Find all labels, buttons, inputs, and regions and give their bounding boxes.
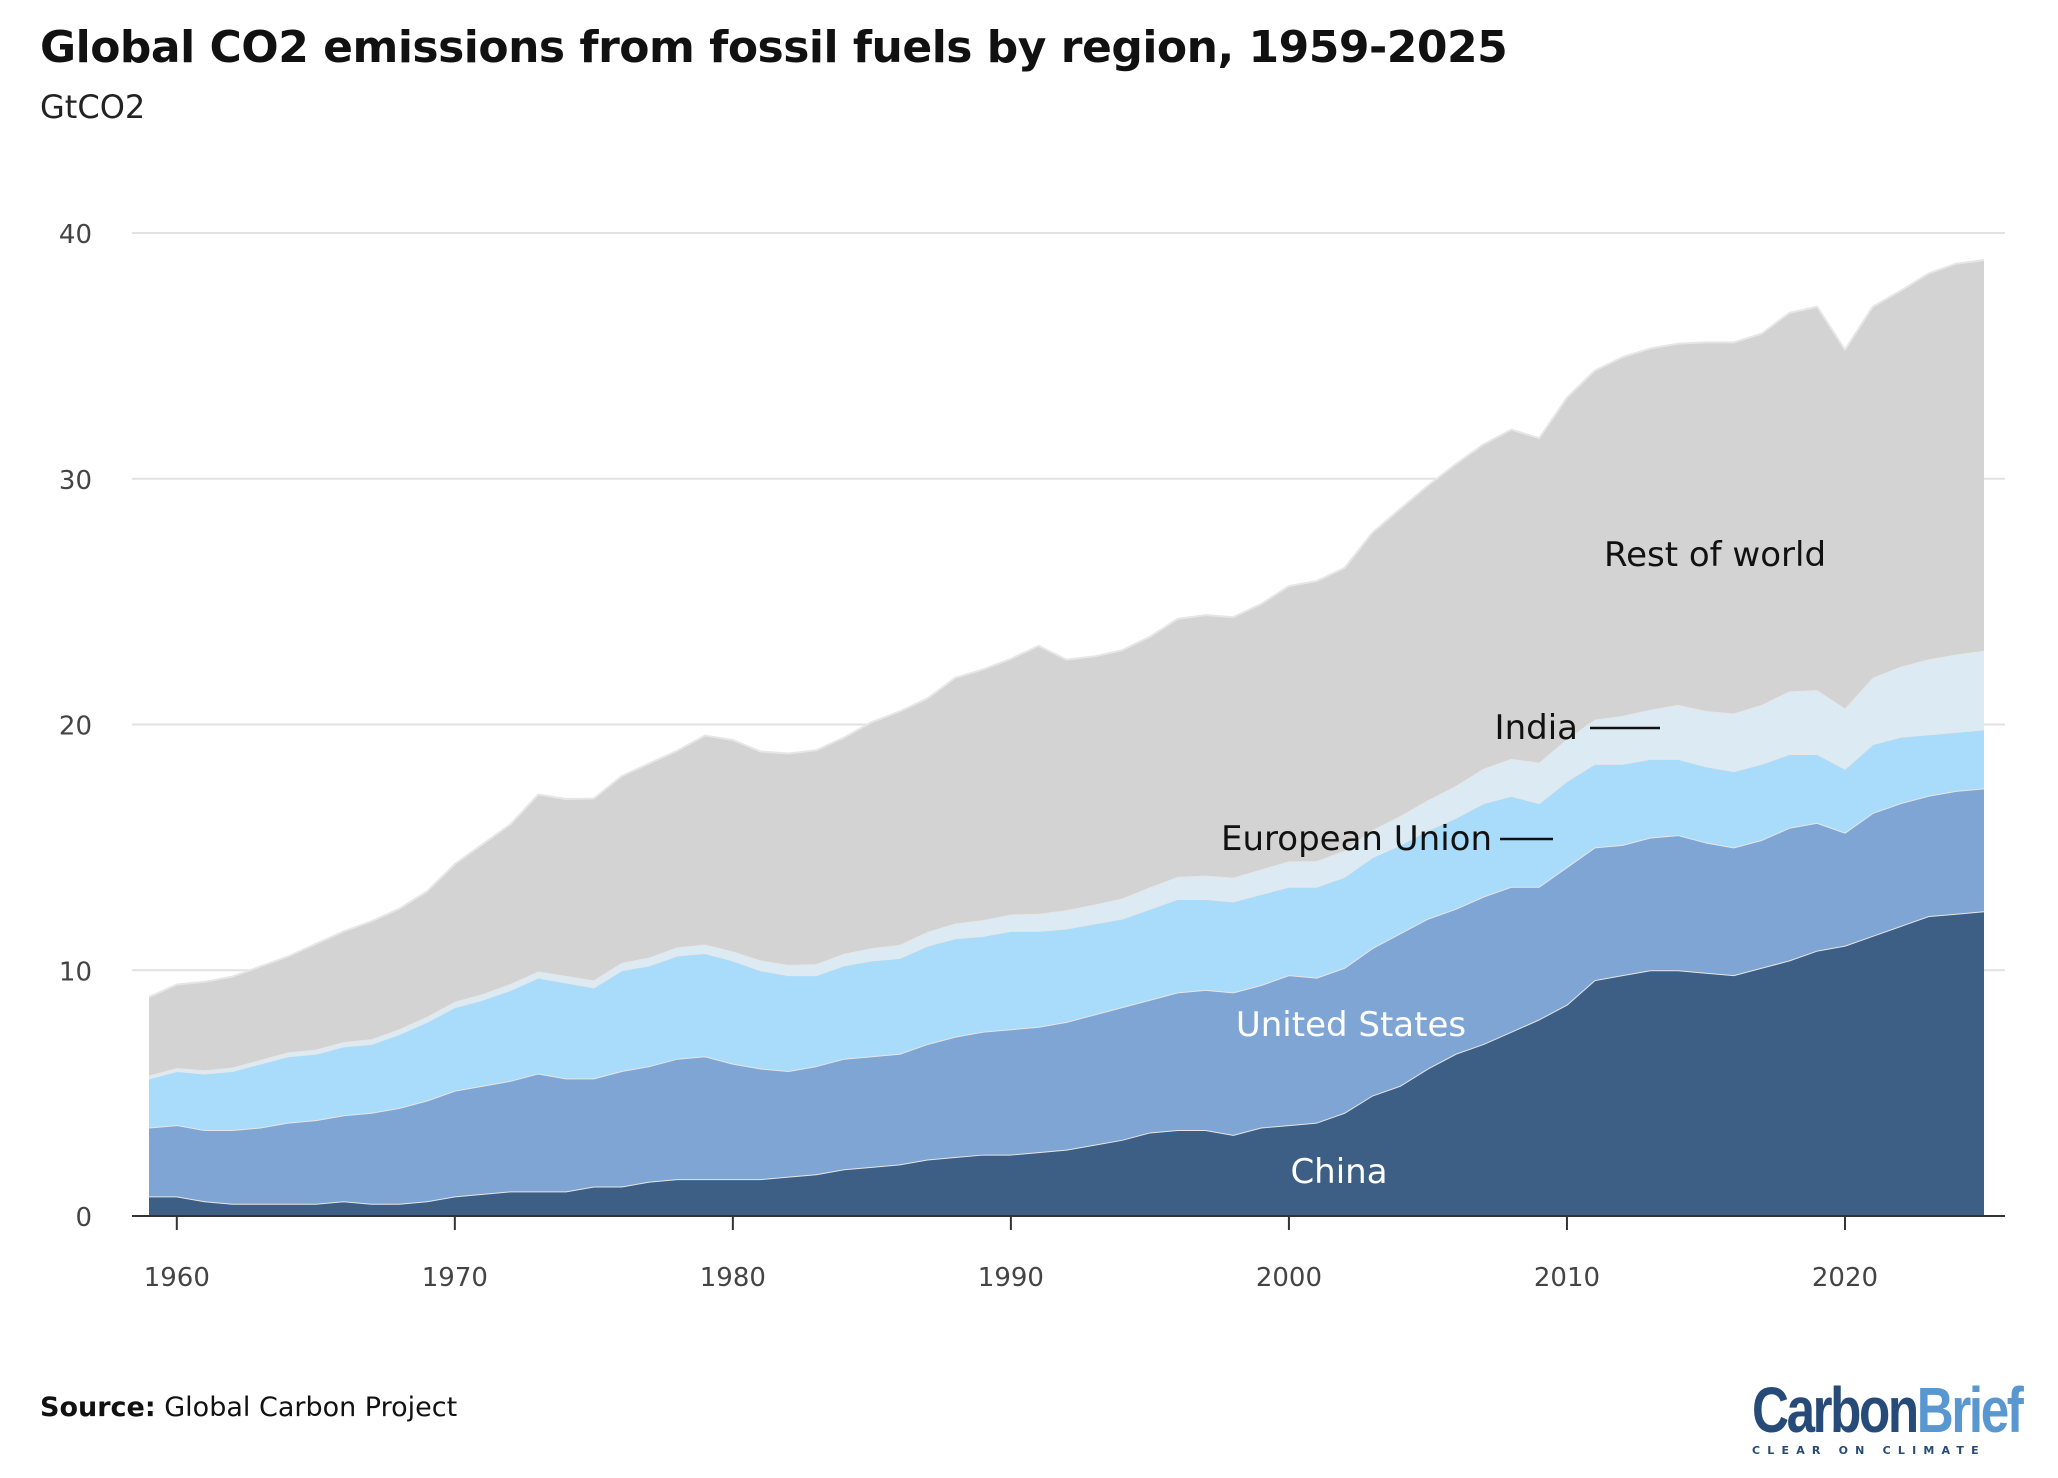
logo-part2: Brief (1916, 1374, 2024, 1446)
area-european-union (149, 729, 1984, 1130)
area-china (149, 911, 1984, 1216)
series-label-china: China (1290, 1152, 1387, 1192)
x-tick-label: 1970 (422, 1263, 488, 1293)
source-note: Source: Global Carbon Project (40, 1392, 457, 1423)
area-series (148, 259, 1985, 1216)
area-india (149, 650, 1984, 1079)
series-label-india: India (1495, 708, 1578, 748)
carbonbrief-logo: CarbonBrief CLEAR ON CLIMATE (1752, 1378, 2037, 1457)
area-rest-of-world (149, 260, 1984, 1076)
area-edge-rest-of-world (148, 259, 1985, 998)
x-tick-label: 2000 (1256, 1263, 1322, 1293)
x-tick-label: 1990 (978, 1263, 1044, 1293)
chart-subtitle-unit: GtCO2 (40, 88, 146, 126)
x-tick-label: 2020 (1812, 1263, 1878, 1293)
series-label-european-union: European Union (1221, 819, 1492, 859)
y-tick-label: 40 (59, 220, 92, 250)
x-tick-label: 2010 (1534, 1263, 1600, 1293)
logo-part1: Carbon (1752, 1374, 1919, 1446)
series-label-rest-of-world: Rest of world (1604, 535, 1826, 575)
logo-tagline: CLEAR ON CLIMATE (1752, 1444, 1986, 1457)
x-tick-label: 1960 (144, 1263, 210, 1293)
y-tick-label: 20 (59, 712, 92, 742)
axes: 0 10 20 30 40 1960 1970 1980 1990 2000 2010 2020 (59, 220, 2005, 1293)
x-tick-label: 1980 (700, 1263, 766, 1293)
area-united-states (149, 788, 1984, 1204)
source-label: Source: (40, 1392, 156, 1423)
y-tick-label: 0 (75, 1203, 92, 1233)
y-tick-label: 10 (59, 957, 92, 987)
chart-title: Global CO2 emissions from fossil fuels b… (40, 22, 1508, 73)
series-labels: China United States European Union India Res… (1221, 535, 1826, 1192)
source-text: Global Carbon Project (164, 1392, 458, 1423)
series-label-united-states: United States (1236, 1005, 1466, 1045)
y-tick-label: 30 (59, 466, 92, 496)
